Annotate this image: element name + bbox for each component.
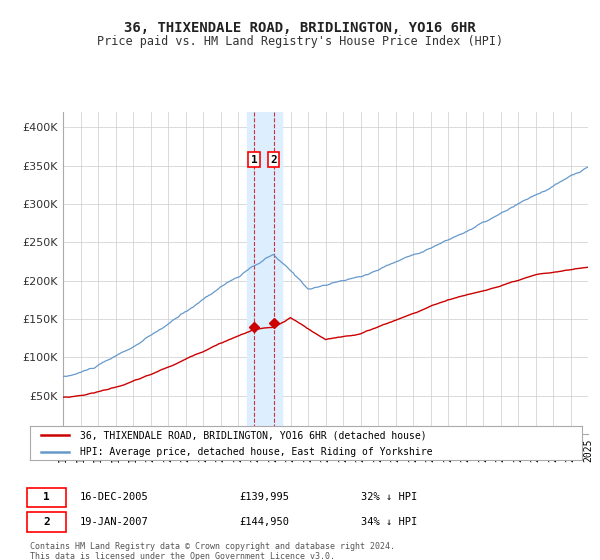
Text: 2: 2 — [271, 155, 277, 165]
Text: Price paid vs. HM Land Registry's House Price Index (HPI): Price paid vs. HM Land Registry's House … — [97, 35, 503, 48]
Text: Contains HM Land Registry data © Crown copyright and database right 2024.
This d: Contains HM Land Registry data © Crown c… — [30, 542, 395, 560]
Text: 36, THIXENDALE ROAD, BRIDLINGTON, YO16 6HR (detached house): 36, THIXENDALE ROAD, BRIDLINGTON, YO16 6… — [80, 430, 427, 440]
Text: 1: 1 — [251, 155, 257, 165]
Text: £144,950: £144,950 — [240, 517, 290, 527]
Text: 19-JAN-2007: 19-JAN-2007 — [80, 517, 148, 527]
Text: 32% ↓ HPI: 32% ↓ HPI — [361, 492, 418, 502]
FancyBboxPatch shape — [27, 488, 66, 507]
FancyBboxPatch shape — [27, 512, 66, 531]
Text: 2: 2 — [43, 517, 50, 527]
Bar — [247, 112, 282, 434]
Text: 36, THIXENDALE ROAD, BRIDLINGTON, YO16 6HR: 36, THIXENDALE ROAD, BRIDLINGTON, YO16 6… — [124, 21, 476, 35]
Text: 1: 1 — [43, 492, 50, 502]
Text: £139,995: £139,995 — [240, 492, 290, 502]
Text: HPI: Average price, detached house, East Riding of Yorkshire: HPI: Average price, detached house, East… — [80, 447, 432, 456]
Text: 34% ↓ HPI: 34% ↓ HPI — [361, 517, 418, 527]
Text: 16-DEC-2005: 16-DEC-2005 — [80, 492, 148, 502]
